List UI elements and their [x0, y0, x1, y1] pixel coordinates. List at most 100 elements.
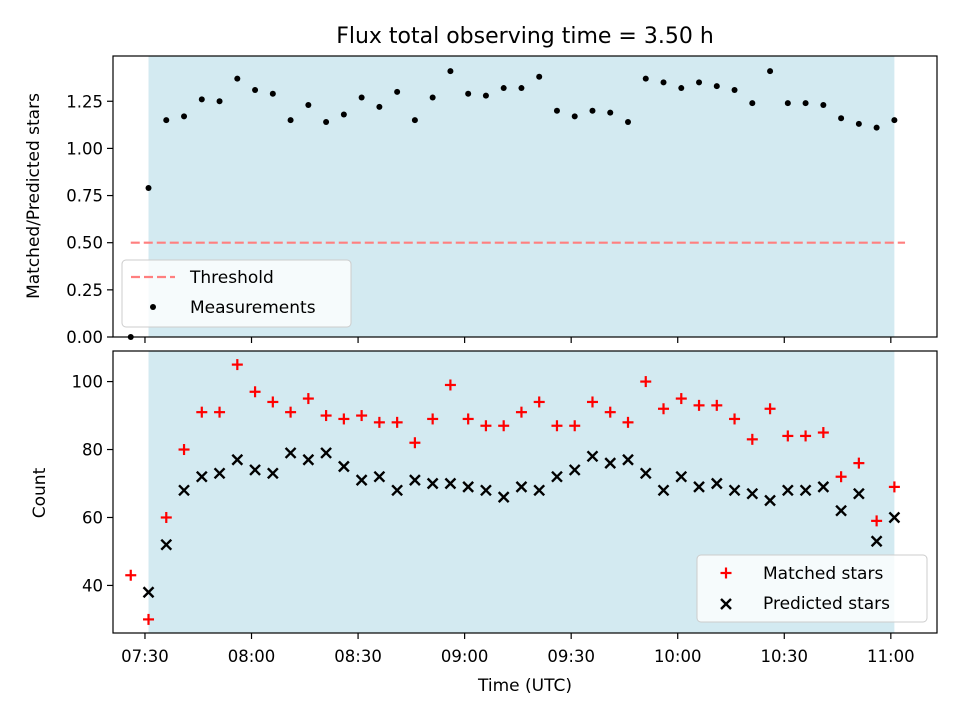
measurement-point — [660, 79, 667, 86]
measurement-point — [447, 68, 454, 75]
measurement-point — [696, 79, 703, 86]
predicted-star-point — [710, 477, 723, 490]
predicted-star-point — [195, 470, 208, 483]
matched-star-point — [515, 406, 527, 418]
predicted-star-point — [888, 511, 901, 524]
matched-star-point — [658, 403, 670, 415]
predicted-star-point — [586, 450, 599, 463]
ratio-panel: 0.00 0.25 0.50 0.75 1.00 1.25 Threshold Measure… — [66, 55, 938, 347]
measurement-point — [536, 73, 543, 80]
x-tick-label: 11:00 — [867, 647, 915, 666]
x-tick-label: 10:30 — [760, 647, 808, 666]
measurement-point — [358, 94, 365, 101]
measurement-point — [234, 75, 241, 82]
matched-star-point — [356, 410, 368, 422]
measurement-point — [571, 113, 578, 120]
matched-star-point — [178, 444, 190, 456]
predicted-star-point — [444, 477, 457, 490]
legend-predicted-label: Predicted stars — [763, 594, 890, 614]
predicted-star-point — [639, 467, 652, 480]
matched-star-point — [693, 399, 705, 411]
matched-star-point — [711, 399, 723, 411]
matched-star-point — [640, 376, 652, 388]
predicted-star-point — [391, 484, 403, 497]
matched-star-point — [214, 406, 226, 418]
measurement-point — [518, 85, 525, 92]
measurement-point — [429, 94, 436, 101]
x-tick-label: 09:00 — [441, 647, 489, 666]
measurement-point — [731, 86, 738, 93]
x-tick-label: 07:30 — [121, 647, 169, 666]
predicted-star-point — [728, 484, 741, 497]
measurement-point — [625, 119, 631, 126]
predicted-star-point — [817, 481, 830, 493]
matched-star-point — [533, 396, 545, 408]
matched-star-point — [373, 416, 385, 428]
matched-star-point — [196, 406, 208, 418]
measurement-point — [181, 113, 188, 120]
bottom-legend: Matched stars Predicted stars — [696, 554, 928, 623]
legend-measurements-swatch — [150, 304, 156, 310]
measurement-point — [163, 117, 170, 124]
measurement-point — [252, 86, 259, 93]
measurement-point — [891, 117, 898, 124]
measurement-point — [713, 83, 720, 90]
matched-star-point — [835, 471, 847, 483]
predicted-star-point — [568, 464, 581, 476]
measurement-point — [198, 96, 205, 103]
predicted-star-point — [781, 484, 794, 497]
matched-star-point — [231, 359, 243, 371]
predicted-star-point — [409, 474, 421, 486]
top-y-tick-label: 0.50 — [66, 234, 103, 253]
measurement-point — [340, 111, 347, 118]
measurement-point — [287, 117, 294, 124]
legend-threshold-label: Threshold — [189, 268, 274, 288]
predicted-star-point — [497, 491, 510, 503]
measurement-point — [838, 115, 845, 122]
matched-star-point — [462, 413, 474, 425]
measurement-point — [553, 107, 560, 114]
predicted-star-point — [675, 470, 688, 483]
matched-star-point — [391, 416, 403, 428]
matched-star-point — [746, 433, 758, 445]
predicted-star-point — [764, 494, 776, 507]
measurement-point — [589, 107, 596, 114]
predicted-star-point — [515, 481, 528, 493]
matched-star-point — [267, 396, 279, 408]
matched-star-point — [569, 420, 581, 432]
x-axis-label: Time (UTC) — [477, 676, 572, 696]
legend-predicted-swatch — [720, 598, 732, 610]
matched-star-point — [480, 420, 492, 432]
top-y-tick-label: 1.00 — [66, 139, 103, 158]
matched-star-point — [853, 457, 865, 469]
measurement-point — [376, 103, 383, 110]
matched-star-point — [498, 420, 510, 432]
bottom-legend-box — [696, 554, 928, 623]
bottom-plot-frame — [112, 350, 938, 634]
matched-star-point — [302, 393, 314, 405]
matched-star-point — [888, 481, 900, 493]
measurement-point — [482, 92, 489, 99]
predicted-star-point — [231, 453, 244, 466]
predicted-star-point — [142, 586, 155, 599]
measurement-point — [411, 117, 418, 124]
matched-star-point — [427, 413, 439, 425]
measurement-point — [642, 75, 649, 82]
matched-star-point — [871, 515, 883, 527]
matched-star-point — [675, 393, 687, 405]
matched-star-point — [782, 430, 794, 442]
measurement-point — [749, 100, 756, 107]
measurement-point — [873, 124, 880, 131]
predicted-star-point — [373, 470, 386, 483]
x-tick-label: 08:00 — [228, 647, 276, 666]
top-y-tick-label: 0.75 — [66, 187, 103, 206]
matched-star-point — [622, 416, 634, 428]
predicted-star-point — [426, 477, 439, 490]
predicted-star-point — [746, 487, 759, 500]
matched-star-point — [409, 437, 421, 449]
predicted-star-point — [178, 484, 190, 497]
measurement-point — [767, 68, 774, 75]
measurement-point — [394, 88, 401, 95]
measurement-point — [323, 119, 330, 126]
